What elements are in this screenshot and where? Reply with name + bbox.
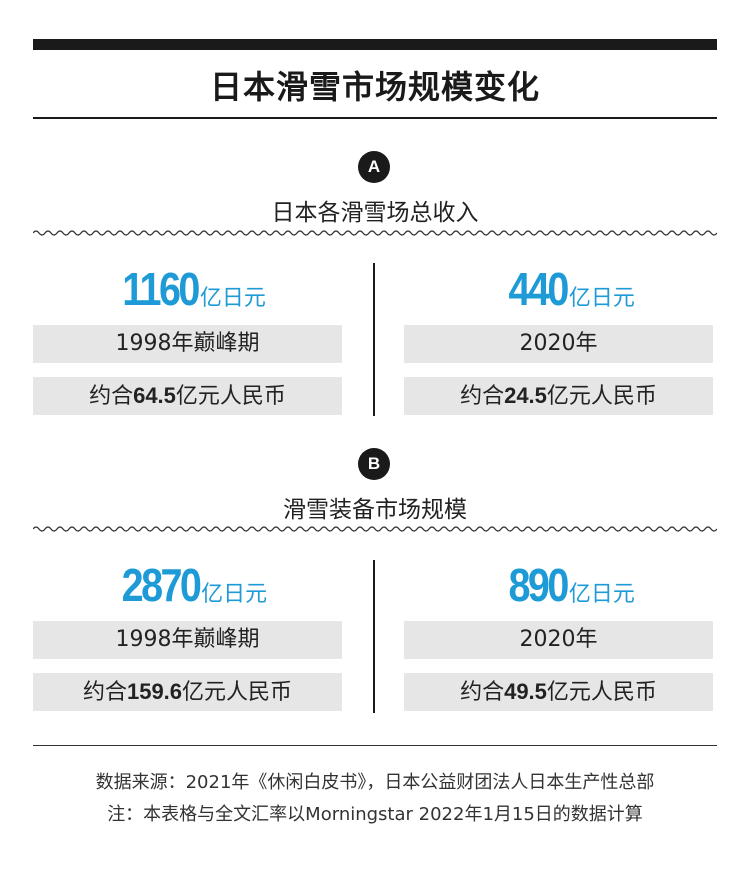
section-b-left-period: 1998年巅峰期 (33, 621, 342, 659)
section-b-left-value: 2870 (121, 559, 201, 611)
section-a-left-unit: 亿日元 (199, 286, 266, 311)
section-a-divider (373, 263, 375, 416)
rmb-prefix: 约合 (460, 680, 505, 705)
rmb-suffix: 亿元人民币 (546, 680, 657, 705)
rmb-prefix: 约合 (82, 680, 127, 705)
section-a-right-unit: 亿日元 (568, 286, 635, 311)
rmb-suffix: 亿元人民币 (546, 384, 657, 409)
section-b-title: 滑雪装备市场规模 (283, 497, 467, 523)
section-a-right-value: 440 (508, 263, 570, 315)
footer-note: 注：本表格与全文汇率以Morningstar 2022年1月15日的数据计算 (107, 804, 643, 825)
rmb-value: 49.5 (504, 679, 547, 704)
top-bar (33, 39, 717, 50)
rmb-value: 64.5 (133, 383, 176, 408)
section-b-left-unit: 亿日元 (201, 582, 268, 607)
section-b-right-value: 890 (508, 559, 570, 611)
section-b-right-period: 2020年 (404, 621, 713, 659)
footer-divider (33, 745, 717, 746)
footer-source: 数据来源：2021年《休闲白皮书》，日本公益财团法人日本生产性总部 (95, 772, 655, 793)
section-b-right-figure: 890亿日元 (397, 558, 737, 612)
section-a-title: 日本各滑雪场总收入 (271, 200, 479, 226)
section-a-right-rmb: 约合24.5亿元人民币 (404, 377, 713, 415)
section-a-left-value: 1160 (122, 263, 200, 315)
rmb-suffix: 亿元人民币 (175, 384, 286, 409)
rmb-value: 24.5 (504, 383, 547, 408)
section-b-right-rmb: 约合49.5亿元人民币 (404, 673, 713, 711)
section-a-left-period: 1998年巅峰期 (33, 325, 342, 363)
section-a-right-figure: 440亿日元 (397, 262, 737, 316)
section-b-badge: B (358, 448, 390, 480)
rmb-prefix: 约合 (89, 384, 134, 409)
rmb-prefix: 约合 (460, 384, 505, 409)
section-b-right-unit: 亿日元 (568, 582, 635, 607)
section-a-left-rmb: 约合64.5亿元人民币 (33, 377, 342, 415)
title-divider (33, 117, 717, 119)
section-b-left-figure: 2870亿日元 (18, 558, 358, 612)
section-b-left-rmb: 约合159.6亿元人民币 (33, 673, 342, 711)
section-a-right-period: 2020年 (404, 325, 713, 363)
rmb-value: 159.6 (126, 679, 183, 704)
section-b-divider (373, 560, 375, 713)
section-a-left-figure: 1160亿日元 (18, 262, 358, 316)
section-a-badge: A (358, 151, 390, 183)
page-title: 日本滑雪市场规模变化 (209, 68, 540, 106)
wave-divider (33, 230, 717, 236)
rmb-suffix: 亿元人民币 (182, 680, 293, 705)
wave-divider (33, 526, 717, 532)
